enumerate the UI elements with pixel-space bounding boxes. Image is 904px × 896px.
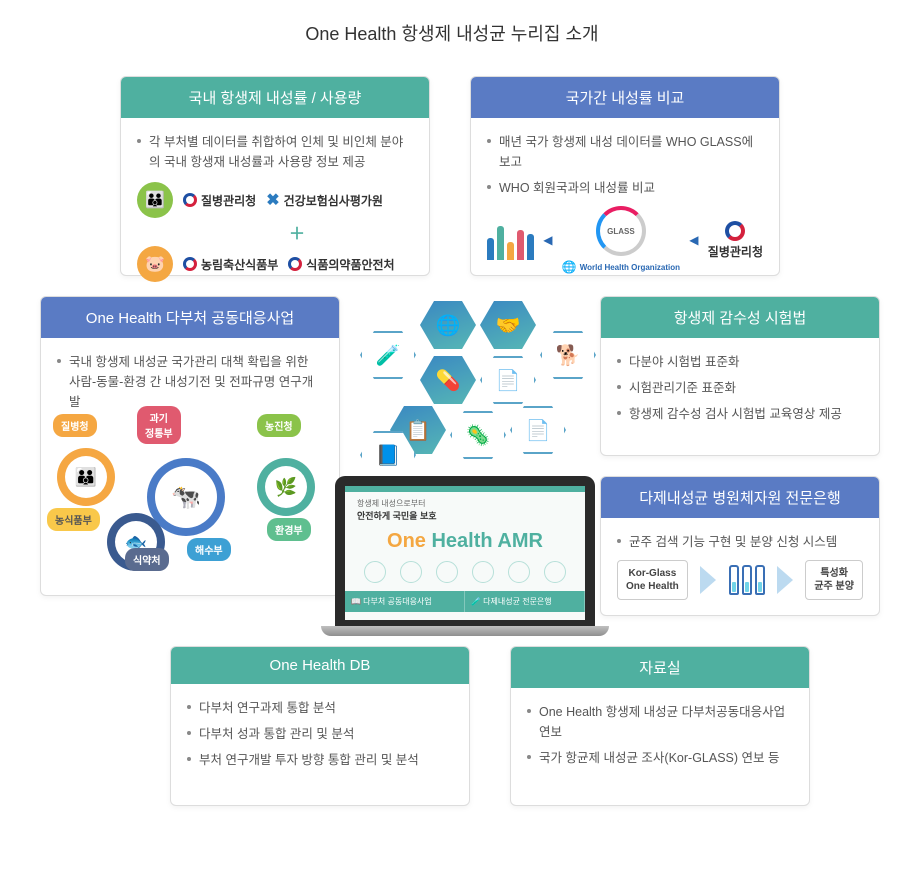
test-tubes-icon	[729, 565, 765, 595]
domestic-bullet: 각 부처별 데이터를 취합하여 인체 및 비인체 분야의 국내 항생재 내성률과…	[137, 132, 413, 172]
card-multi-header: One Health 다부처 공동대응사업	[41, 297, 339, 338]
card-sensitivity: 항생제 감수성 시험법 다분야 시험법 표준화시험관리기준 표준화항생제 감수성…	[600, 296, 880, 456]
gear-diagram: 🐄 👪 🌿 🐟 질병청 과기 정통부 농진청 농식품부 식약처 해수부 환경부	[57, 418, 323, 568]
card-multi: One Health 다부처 공동대응사업 국내 항생제 내성균 국가관리 대책…	[40, 296, 340, 596]
hex-icon: 🐕	[540, 331, 596, 379]
hex-icon: 🦠	[450, 411, 506, 459]
bullet: 부처 연구개발 투자 방향 통합 관리 및 분석	[187, 750, 453, 770]
logo-hira: ✖건강보험심사평가원	[266, 190, 383, 210]
hex-icon: 🌐	[420, 301, 476, 349]
card-compare-header: 국가간 내성률 비교	[471, 77, 779, 118]
pig-icon: 🐷	[137, 246, 173, 282]
people-icon: 👪	[137, 182, 173, 218]
bubble-label: 해수부	[187, 538, 231, 561]
card-domestic: 국내 항생제 내성률 / 사용량 각 부처별 데이터를 취합하여 인체 및 비인…	[120, 76, 430, 276]
triangle-icon: ◀	[543, 233, 552, 247]
arrow-right-icon	[700, 566, 716, 594]
screen-subtitle: 항생제 내성으로부터	[357, 498, 573, 509]
logo-mafra: 농림축산식품부	[183, 256, 278, 273]
logo-kdca: 질병관리청	[183, 192, 256, 209]
hex-icon: 🧪	[360, 331, 416, 379]
center-illustration: 🌐🤝🧪💊📄🐕📋🦠📘📄 항생제 내성으로부터 안전하게 국민을 보호 One He…	[330, 301, 600, 631]
bubble-label: 농진청	[257, 414, 301, 437]
screen-main-title: One Health AMR	[357, 530, 573, 553]
bubble-label: 환경부	[267, 518, 311, 541]
bubble-label: 과기 정통부	[137, 406, 181, 444]
layout-grid: 국내 항생제 내성률 / 사용량 각 부처별 데이터를 취합하여 인체 및 비인…	[0, 76, 904, 866]
bullet: 항생제 감수성 검사 시험법 교육영상 제공	[617, 404, 863, 424]
bubble-label: 질병청	[53, 414, 97, 437]
bank-bullet: 균주 검색 기능 구현 및 분양 신청 시스템	[617, 532, 863, 552]
plus-icon: ＋	[181, 220, 413, 244]
hex-icon: 🤝	[480, 301, 536, 349]
bank-left-box: Kor-Glass One Health	[617, 560, 688, 600]
card-archive-header: 자료실	[511, 647, 809, 688]
bullet: 다분야 시험법 표준화	[617, 352, 863, 372]
who-logo: 🌐World Health Organization	[562, 260, 680, 274]
card-bank-header: 다제내성균 병원체자원 전문은행	[601, 477, 879, 518]
bullet: 시험관리기준 표준화	[617, 378, 863, 398]
card-db-header: One Health DB	[171, 647, 469, 684]
compare-bullet: 매년 국가 항생제 내성 데이터를 WHO GLASS에 보고	[487, 132, 763, 172]
card-bank: 다제내성균 병원체자원 전문은행 균주 검색 기능 구현 및 분양 신청 시스템…	[600, 476, 880, 616]
laptop-mockup: 항생제 내성으로부터 안전하게 국민을 보호 One Health AMR 📖 …	[335, 476, 595, 636]
hex-icon: 💊	[420, 356, 476, 404]
bubble-label: 농식품부	[47, 508, 100, 531]
hex-icon: 📄	[480, 356, 536, 404]
glass-logo: GLASS	[596, 206, 646, 256]
kdca-logo: 질병관리청	[708, 221, 763, 260]
card-db: One Health DB 다부처 연구과제 통합 분석다부처 성과 통합 관리…	[170, 646, 470, 806]
screen-title: 안전하게 국민을 보호	[357, 509, 573, 522]
bullet: 다부처 연구과제 통합 분석	[187, 698, 453, 718]
bullet: 다부처 성과 통합 관리 및 분석	[187, 724, 453, 744]
bullet: One Health 항생제 내성균 다부처공동대응사업 연보	[527, 702, 793, 742]
page-title: One Health 항생제 내성균 누리집 소개	[0, 20, 904, 46]
compare-bullet: WHO 회원국과의 내성률 비교	[487, 178, 763, 198]
bubble-label: 식약처	[125, 548, 169, 571]
arrow-right-icon	[777, 566, 793, 594]
card-domestic-header: 국내 항생제 내성률 / 사용량	[121, 77, 429, 118]
multi-bullet: 국내 항생제 내성균 국가관리 대책 확립을 위한 사람-동물-환경 간 내성기…	[57, 352, 323, 412]
card-archive: 자료실 One Health 항생제 내성균 다부처공동대응사업 연보국가 항균…	[510, 646, 810, 806]
bank-right-box: 특성화 균주 분양	[805, 560, 863, 600]
hex-icon: 📄	[510, 406, 566, 454]
bullet: 국가 항균제 내성균 조사(Kor-GLASS) 연보 등	[527, 748, 793, 768]
logo-mfds: 식품의약품안전처	[288, 256, 394, 273]
screen-footer-item: 🧪 다제내성균 전문은행	[465, 591, 585, 612]
card-sensitivity-header: 항생제 감수성 시험법	[601, 297, 879, 338]
triangle-icon: ◀	[689, 233, 698, 247]
screen-footer-item: 📖 다부처 공동대응사업	[345, 591, 465, 612]
card-compare: 국가간 내성률 비교 매년 국가 항생제 내성 데이터를 WHO GLASS에 …	[470, 76, 780, 276]
mini-bar-chart	[487, 220, 534, 260]
